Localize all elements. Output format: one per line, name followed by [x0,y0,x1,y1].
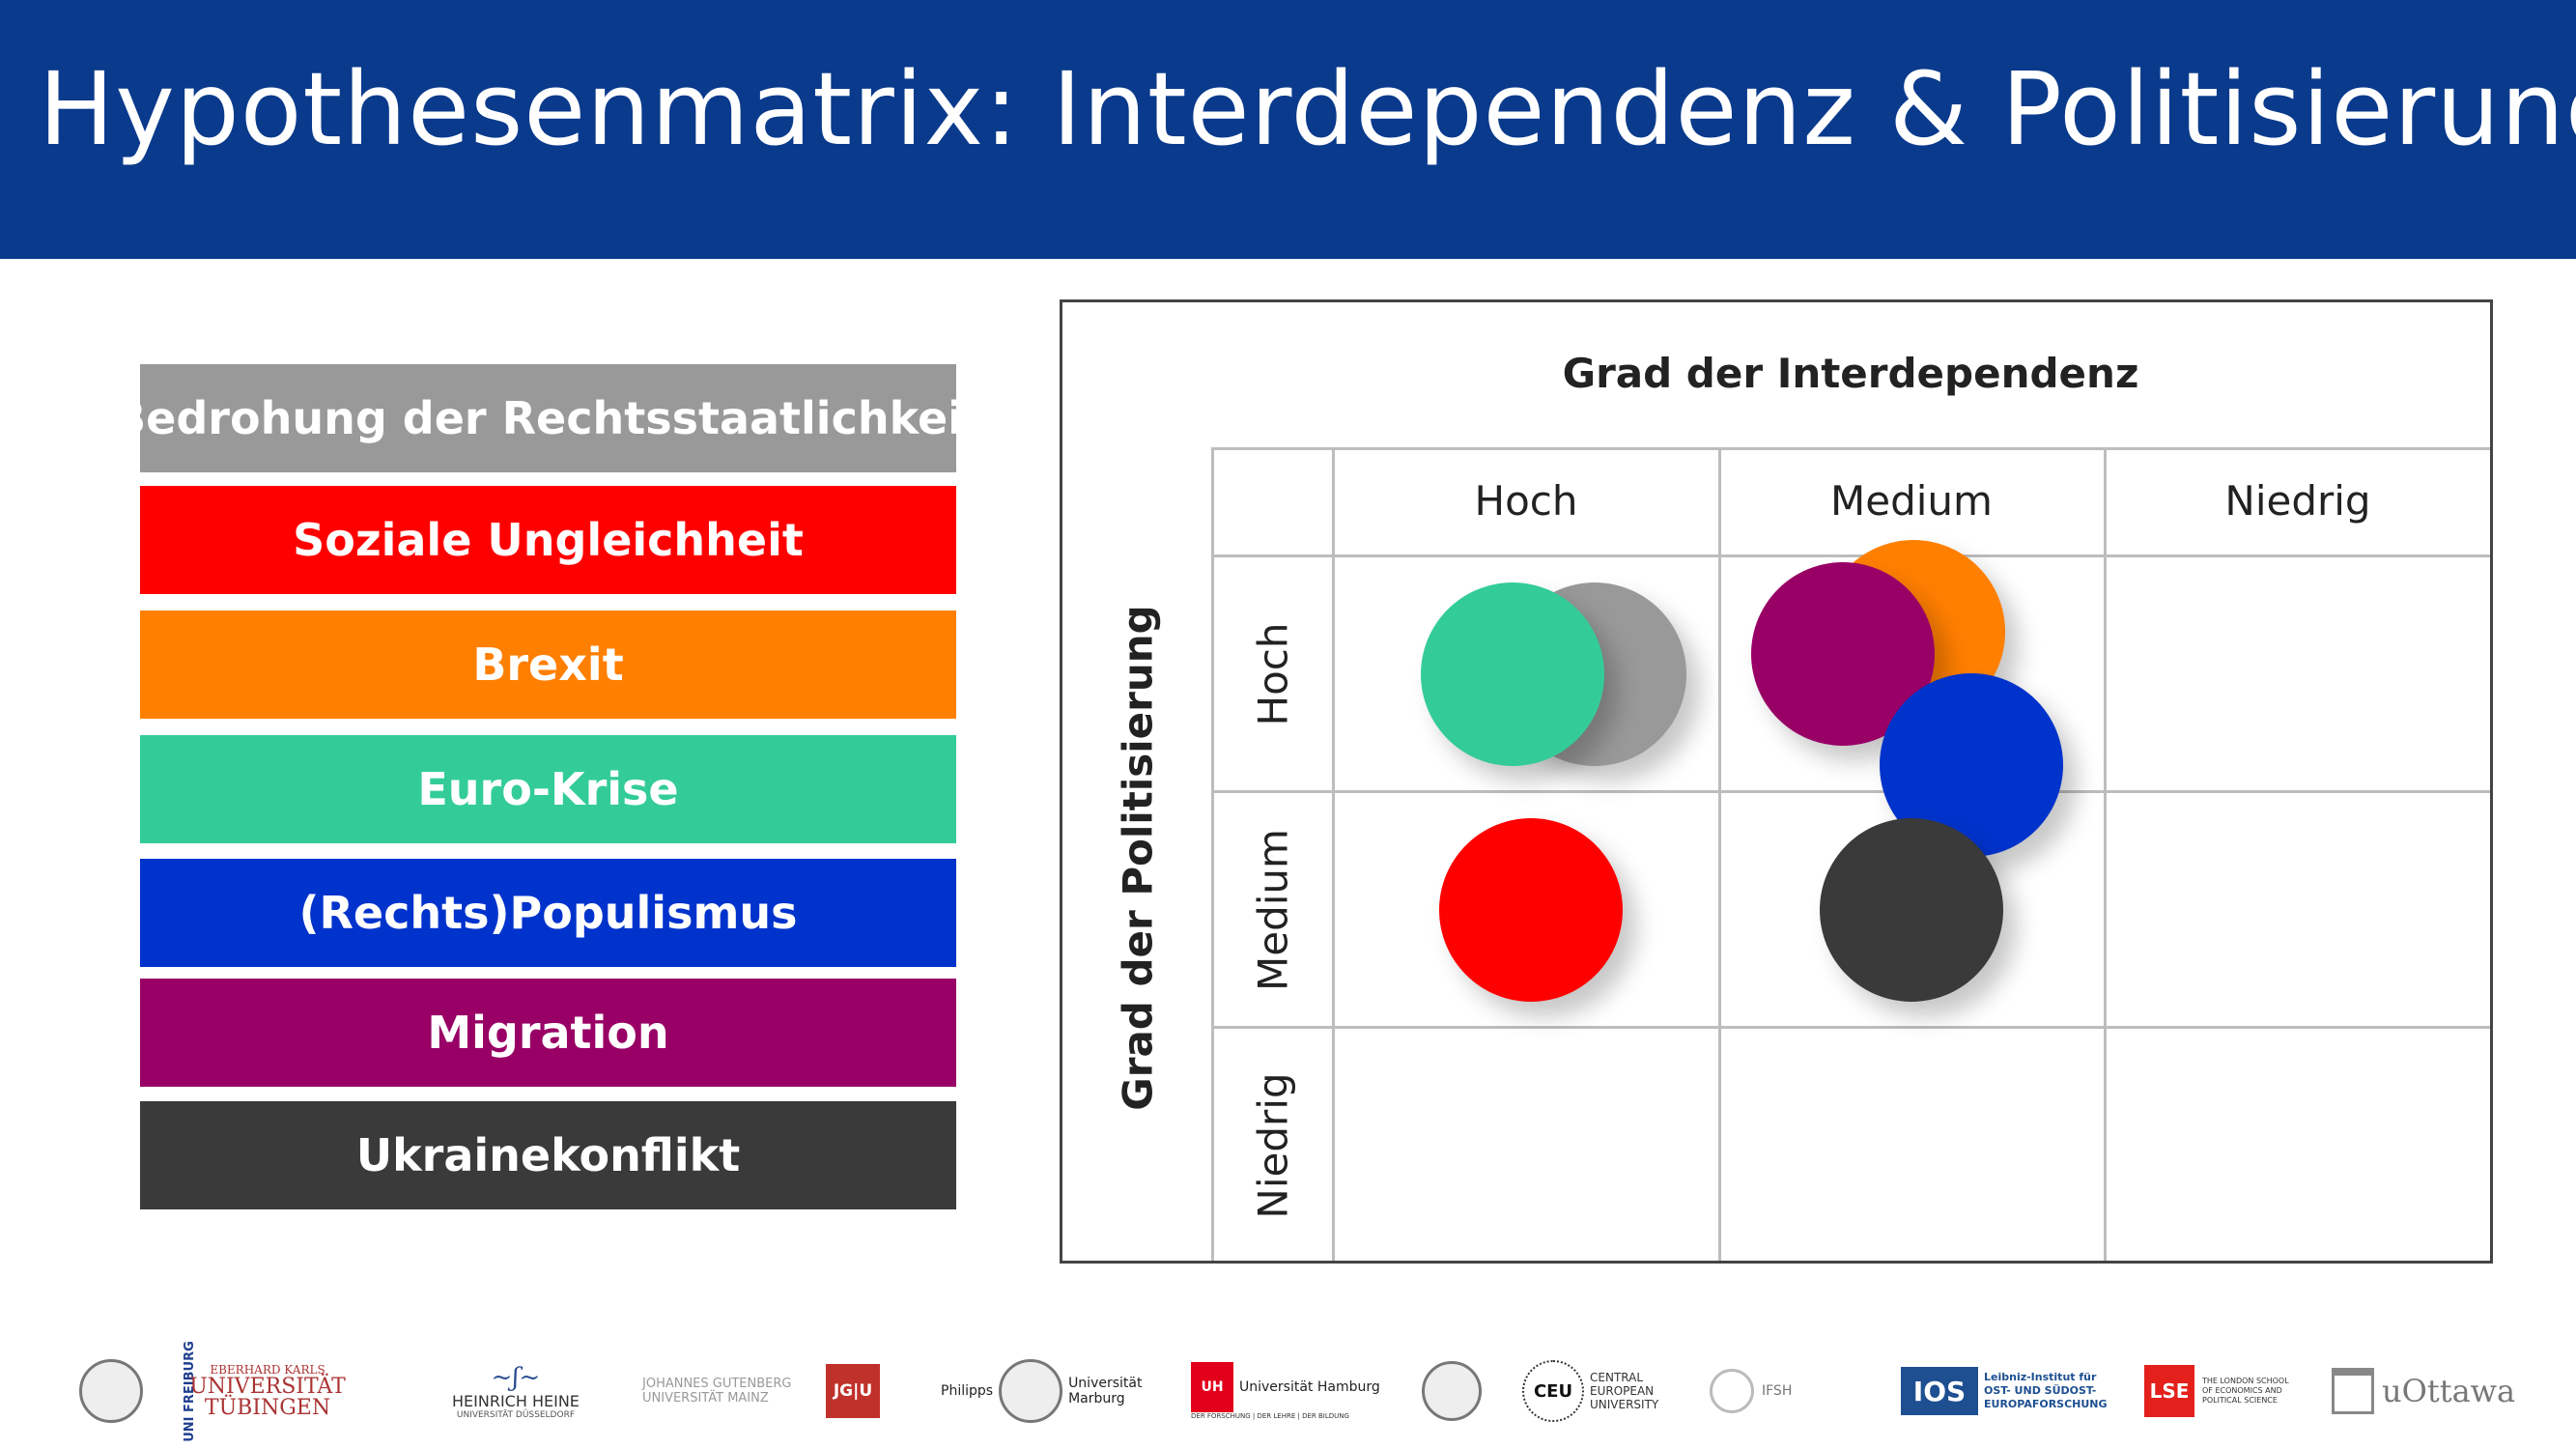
grid-line-row2 [1212,1026,2490,1029]
logo-ios: IOS Leibniz-Institut für OST- UND SÜDOST… [1901,1343,2109,1439]
bubble-soziale-ungleichheit [1439,818,1623,1002]
grid-line-col1 [1718,447,1721,1261]
logo-uni-tuebingen: EBERHARD KARLS UNIVERSITÄT TÜBINGEN [189,1363,346,1420]
legend-item: Euro-Krise [140,735,956,843]
seal-icon [1422,1361,1482,1421]
logo-ceu: CEU CENTRAL EUROPEAN UNIVERSITY [1522,1343,1667,1439]
rings-icon [1710,1369,1754,1413]
slide-title: Hypothesenmatrix: Interdependenz & Polit… [39,50,2576,168]
column-header-hoch: Hoch [1474,477,1578,525]
column-header-niedrig: Niedrig [2224,477,2371,525]
logo-uottawa: uOttawa [2332,1343,2515,1439]
title-bar: Hypothesenmatrix: Interdependenz & Polit… [0,0,2576,259]
logo-uni-hamburg: UH Universität Hamburg DER FORSCHUNG | D… [1191,1343,1380,1439]
legend-item: Soziale Ungleichheit [140,486,956,594]
logo-lse: LSE THE LONDON SCHOOL OF ECONOMICS AND P… [2144,1343,2299,1439]
logo-uni-mainz: JOHANNES GUTENBERG UNIVERSITÄT MAINZ JG|… [642,1343,880,1439]
logo-uni-freiburg: UNI FREIBURG [79,1341,241,1441]
bubble-ukrainekonflikt [1820,818,2003,1002]
grid-line-left [1211,447,1214,1261]
logo-ifsh: IFSH [1710,1343,1792,1439]
seal-icon [79,1359,143,1423]
bubble-euro-krise [1421,582,1604,766]
partner-logos: UNI FREIBURG EBERHARD KARLS UNIVERSITÄT … [0,1341,2576,1449]
building-icon [2332,1368,2374,1414]
legend-item: Brexit [140,611,956,719]
grid-line-row1 [1212,790,2490,793]
row-header-medium: Medium [1249,829,1297,991]
legend-item: Bedrohung der Rechtsstaatlichkeit [112,364,984,472]
grid-line-col2 [2104,447,2107,1261]
grid-line-top [1212,447,2490,450]
column-header-medium: Medium [1830,477,1993,525]
legend-item: (Rechts)Populismus [140,859,956,967]
seal-icon [999,1359,1063,1423]
hypothesis-matrix [1060,299,2493,1264]
grid-line-rowlabel [1332,447,1335,1261]
row-axis-title: Grad der Politisierung [1114,605,1162,1111]
row-header-hoch: Hoch [1249,622,1297,726]
signature-icon: ~ʃ~ [491,1362,541,1392]
logo-uni-marburg: Philipps Universität Marburg [941,1343,1146,1439]
grid-line-header-bottom [1212,554,2490,557]
legend-item: Migration [140,979,956,1087]
row-header-niedrig: Niedrig [1249,1072,1297,1219]
legend-item: Ukrainekonflikt [140,1101,956,1209]
column-axis-title: Grad der Interdependenz [1562,350,2139,397]
logo-seal [1422,1343,1482,1439]
logo-uni-duesseldorf: ~ʃ~ HEINRICH HEINE UNIVERSITÄT DÜSSELDOR… [452,1362,580,1420]
